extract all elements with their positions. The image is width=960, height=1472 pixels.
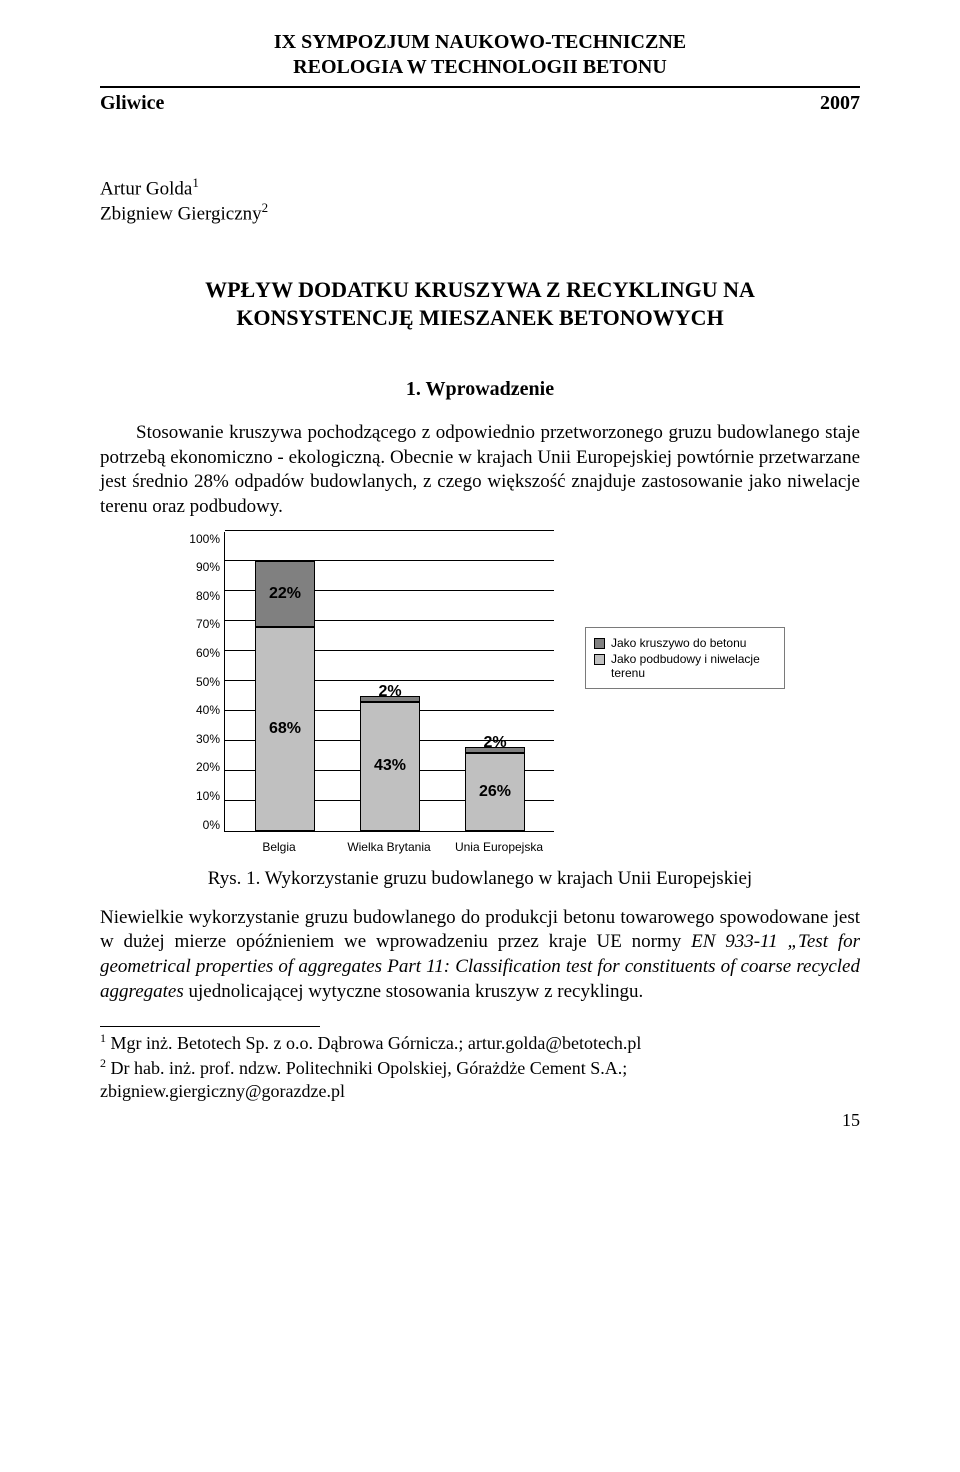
bar-segment: 22% [255, 561, 315, 627]
conference-header: IX SYMPOZJUM NAUKOWO-TECHNICZNE REOLOGIA… [100, 30, 860, 80]
legend-item: Jako podbudowy i niwelacje terenu [594, 652, 776, 680]
location: Gliwice [100, 92, 164, 115]
ytick: 80% [180, 589, 220, 603]
bar: 43%2% [360, 696, 420, 831]
usage-chart: 100% 90% 80% 70% 60% 50% 40% 30% 20% 10%… [180, 532, 860, 854]
x-label: Wielka Brytania [334, 840, 444, 854]
y-axis: 100% 90% 80% 70% 60% 50% 40% 30% 20% 10%… [180, 532, 220, 832]
x-label: Unia Europejska [444, 840, 554, 854]
legend-label: Jako kruszywo do betonu [611, 636, 746, 650]
bar-value-label: 2% [378, 683, 401, 701]
ytick: 20% [180, 760, 220, 774]
x-label: Belgia [224, 840, 334, 854]
figure-caption: Rys. 1. Wykorzystanie gruzu budowlanego … [100, 868, 860, 890]
header-rule [100, 86, 860, 88]
paper-title: WPŁYW DODATKU KRUSZYWA Z RECYKLINGU NA K… [100, 276, 860, 333]
title-line1: WPŁYW DODATKU KRUSZYWA Z RECYKLINGU NA [100, 276, 860, 305]
author-2: Zbigniew Giergiczny [100, 204, 262, 225]
legend: Jako kruszywo do betonu Jako podbudowy i… [585, 627, 785, 689]
paragraph-1: Stosowanie kruszywa pochodzącego z odpow… [100, 421, 860, 520]
legend-swatch-icon [594, 654, 605, 665]
legend-swatch-icon [594, 638, 605, 649]
para2-text-b: ujednolicającej wytyczne stosowania krus… [184, 981, 644, 1002]
bar: 26%2% [465, 747, 525, 831]
bar-segment: 2% [360, 696, 420, 702]
ytick: 90% [180, 560, 220, 574]
ytick: 10% [180, 789, 220, 803]
bar-segment: 43% [360, 702, 420, 831]
ytick: 0% [180, 818, 220, 832]
author-2-sup: 2 [262, 200, 269, 215]
page-number: 15 [100, 1110, 860, 1131]
bar-segment: 26% [465, 753, 525, 831]
legend-label: Jako podbudowy i niwelacje terenu [611, 652, 776, 680]
author-1: Artur Golda [100, 178, 192, 199]
bar: 68%22% [255, 561, 315, 831]
author-1-sup: 1 [192, 175, 199, 190]
bar-segment: 68% [255, 627, 315, 831]
ytick: 100% [180, 532, 220, 546]
title-line2: KONSYSTENCJĘ MIESZANEK BETONOWYCH [100, 304, 860, 333]
footnote-rule [100, 1026, 320, 1027]
ytick: 60% [180, 646, 220, 660]
bar-segment: 2% [465, 747, 525, 753]
footnote-2-text-a: Dr hab. inż. prof. ndzw. Politechniki Op… [106, 1058, 627, 1078]
footnote-1: 1 Mgr inż. Betotech Sp. z o.o. Dąbrowa G… [100, 1031, 860, 1055]
footnote-2-text-b: zbigniew.giergiczny@gorazdze.pl [100, 1081, 345, 1101]
plot-area: 68%22%43%2%26%2% [224, 532, 554, 832]
year: 2007 [820, 92, 860, 115]
ytick: 30% [180, 732, 220, 746]
footnote-2: 2 Dr hab. inż. prof. ndzw. Politechniki … [100, 1056, 860, 1104]
authors: Artur Golda1 Zbigniew Giergiczny2 [100, 175, 860, 226]
ytick: 40% [180, 703, 220, 717]
location-year: Gliwice 2007 [100, 92, 860, 115]
gridline [225, 530, 554, 531]
x-axis: Belgia Wielka Brytania Unia Europejska [224, 832, 554, 854]
section-1-title: 1. Wprowadzenie [100, 378, 860, 401]
ytick: 50% [180, 675, 220, 689]
ytick: 70% [180, 617, 220, 631]
bar-value-label: 2% [483, 734, 506, 752]
legend-item: Jako kruszywo do betonu [594, 636, 776, 650]
paragraph-2: Niewielkie wykorzystanie gruzu budowlane… [100, 906, 860, 1005]
header-line2: REOLOGIA W TECHNOLOGII BETONU [100, 55, 860, 80]
footnote-1-text: Mgr inż. Betotech Sp. z o.o. Dąbrowa Gór… [106, 1033, 641, 1053]
header-line1: IX SYMPOZJUM NAUKOWO-TECHNICZNE [100, 30, 860, 55]
